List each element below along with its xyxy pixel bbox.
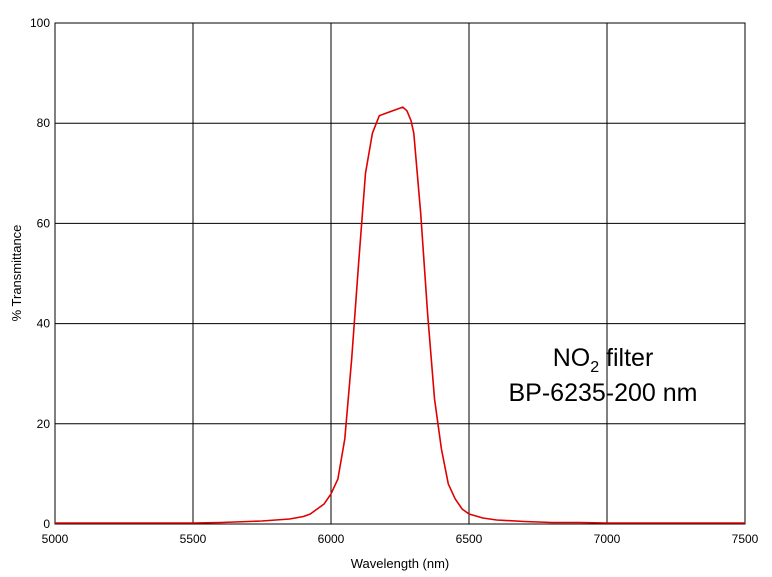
transmittance-curve <box>55 106 745 524</box>
annotation-no: NO <box>553 344 591 372</box>
x-tick-labels: 5000 5500 6000 6500 7000 7500 <box>42 532 759 546</box>
y-tick-label: 60 <box>37 216 51 230</box>
plot-area <box>54 22 746 525</box>
y-tick-label: 40 <box>37 317 51 331</box>
y-axis-label: % Transmittance <box>9 225 24 322</box>
x-tick-label: 7500 <box>732 532 759 546</box>
x-tick-label: 7000 <box>594 532 621 546</box>
y-tick-label: 0 <box>43 517 50 531</box>
y-tick-label: 100 <box>30 16 50 30</box>
x-tick-label: 5500 <box>180 532 207 546</box>
x-axis-label: Wavelength (nm) <box>351 556 450 571</box>
x-tick-label: 6500 <box>456 532 483 546</box>
filter-annotation-line2: BP-6235-200 nm <box>508 379 697 407</box>
grid-lines <box>55 23 745 524</box>
annotation-filter-word: filter <box>599 344 653 372</box>
y-tick-label: 20 <box>37 417 51 431</box>
x-tick-label: 5000 <box>42 532 69 546</box>
annotation-subscript: 2 <box>590 359 599 376</box>
x-tick-label: 6000 <box>318 532 345 546</box>
y-tick-labels: 0 20 40 60 80 100 <box>30 16 50 531</box>
filter-annotation-line1: NO2 filter <box>553 344 654 376</box>
y-tick-label: 80 <box>37 116 51 130</box>
